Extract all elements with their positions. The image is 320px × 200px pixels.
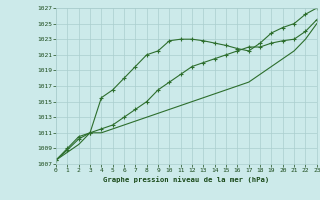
X-axis label: Graphe pression niveau de la mer (hPa): Graphe pression niveau de la mer (hPa) [103,176,269,183]
